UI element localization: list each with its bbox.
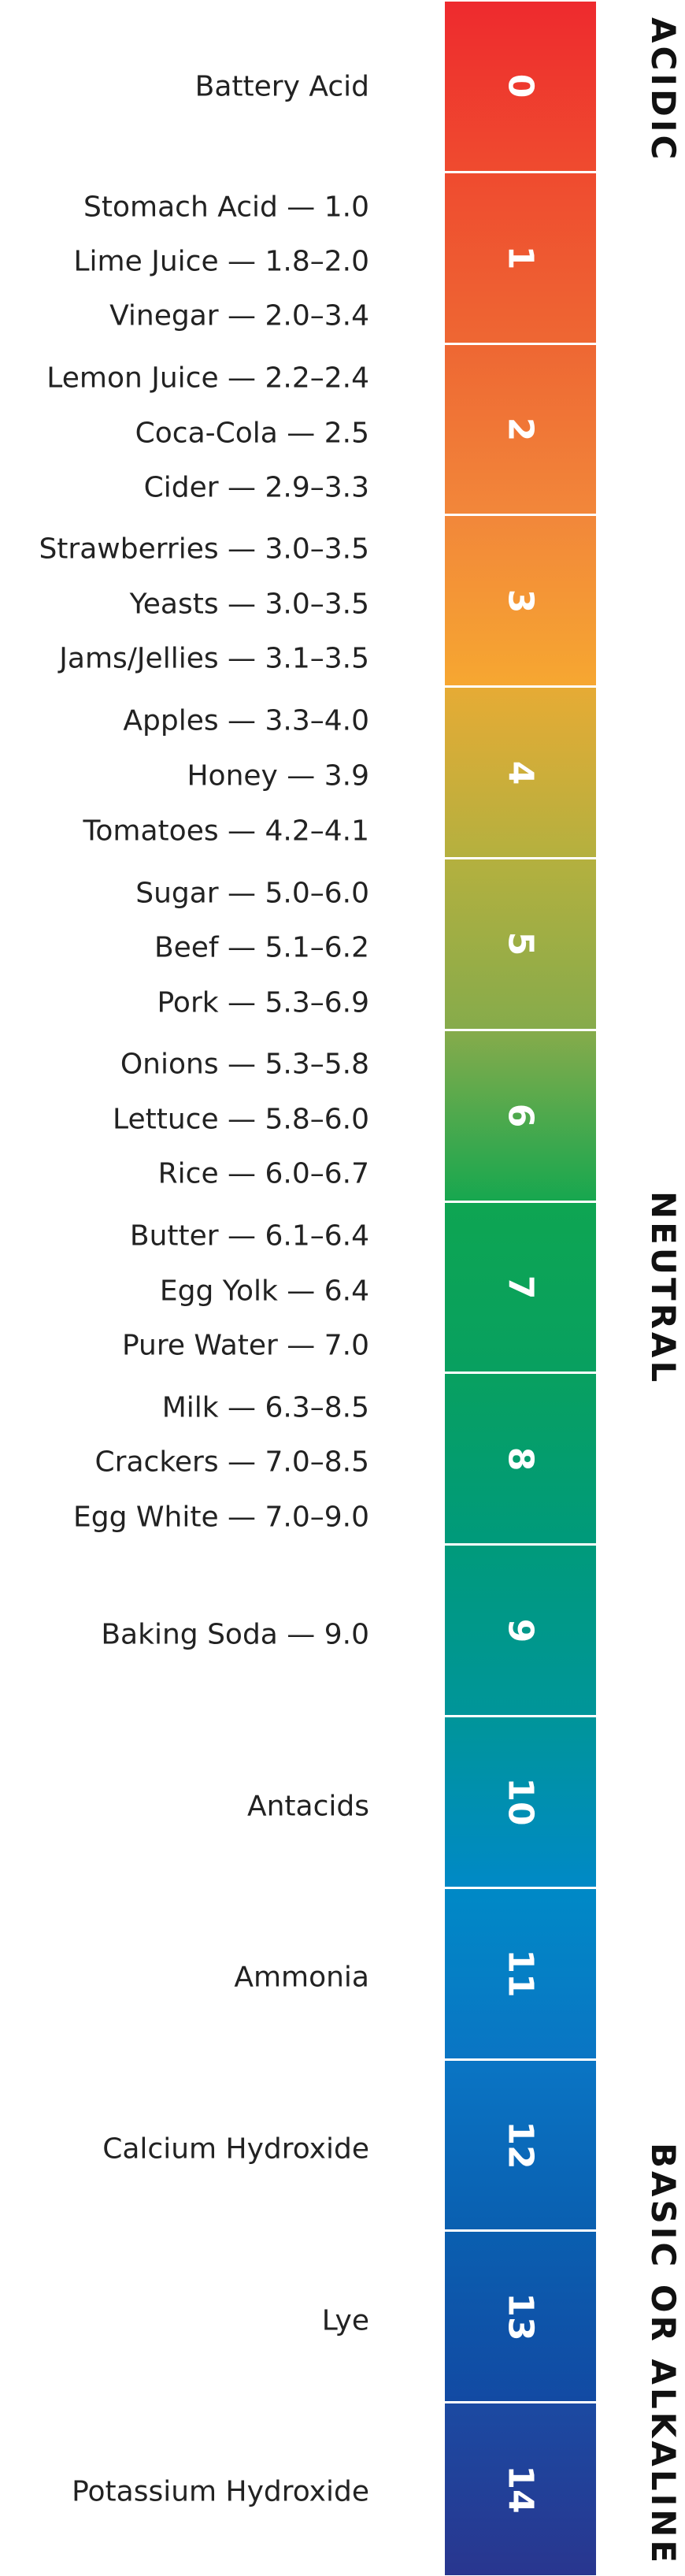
substance-label: Beef — 5.1–6.2 <box>154 931 369 964</box>
substance-label: Antacids <box>246 1790 369 1823</box>
substance-label: Ammonia <box>234 1961 369 1994</box>
substance-label: Pure Water — 7.0 <box>121 1329 369 1362</box>
ph-segment-13: 13 <box>445 2232 596 2404</box>
ph-value-2: 2 <box>500 417 541 442</box>
basic-side-label: BASIC OR ALKALINE <box>644 2143 683 2567</box>
substance-label: Coca-Cola — 2.5 <box>135 417 369 450</box>
ph-segment-12: 12 <box>445 2060 596 2233</box>
substance-label: Vinegar — 2.0–3.4 <box>109 299 369 332</box>
substance-label: Rice — 6.0–6.7 <box>157 1157 369 1190</box>
substance-label: Yeasts — 3.0–3.5 <box>129 588 369 621</box>
substance-label: Butter — 6.1–6.4 <box>129 1219 369 1253</box>
ph-value-1: 1 <box>500 245 541 270</box>
ph-value-9: 9 <box>500 1618 541 1642</box>
ph-value-0: 0 <box>500 74 541 98</box>
substance-label: Onions — 5.3–5.8 <box>120 1048 369 1081</box>
substance-label: Milk — 6.3–8.5 <box>161 1391 369 1424</box>
substance-label: Tomatoes — 4.2–4.1 <box>83 815 369 848</box>
neutral-side-label: NEUTRAL <box>644 1191 683 1386</box>
ph-scale-bar: 0 1 2 3 4 5 6 7 8 9 10 11 12 13 14 <box>445 0 596 2576</box>
substance-label: Pork — 5.3–6.9 <box>157 986 370 1019</box>
substance-label: Battery Acid <box>194 70 369 103</box>
ph-value-6: 6 <box>500 1103 541 1128</box>
ph-segment-10: 10 <box>445 1717 596 1889</box>
ph-value-14: 14 <box>500 2465 541 2514</box>
ph-value-4: 4 <box>500 760 541 785</box>
substance-label: Jams/Jellies — 3.1–3.5 <box>59 642 369 675</box>
ph-segment-3: 3 <box>445 516 596 689</box>
ph-value-3: 3 <box>500 588 541 614</box>
substance-label: Baking Soda — 9.0 <box>101 1618 369 1651</box>
substance-label: Lemon Juice — 2.2–2.4 <box>46 362 369 395</box>
ph-segment-0: 0 <box>445 2 596 173</box>
ph-value-7: 7 <box>500 1275 541 1300</box>
substance-label: Lye <box>321 2304 369 2337</box>
ph-segment-9: 9 <box>445 1546 596 1717</box>
substance-label: Egg White — 7.0–9.0 <box>73 1501 369 1534</box>
acidic-side-label: ACIDIC <box>644 17 683 163</box>
ph-value-13: 13 <box>500 2292 541 2341</box>
ph-value-12: 12 <box>500 2121 541 2170</box>
ph-segment-11: 11 <box>445 1888 596 2061</box>
ph-segment-1: 1 <box>445 173 596 345</box>
substance-label: Crackers — 7.0–8.5 <box>94 1446 369 1479</box>
substance-label: Calcium Hydroxide <box>102 2132 369 2166</box>
ph-segment-5: 5 <box>445 859 596 1031</box>
ph-value-11: 11 <box>500 1949 541 1998</box>
ph-segment-7: 7 <box>445 1202 596 1375</box>
ph-segment-2: 2 <box>445 344 596 517</box>
substance-label: Sugar — 5.0–6.0 <box>135 877 369 910</box>
substance-label: Honey — 3.9 <box>187 759 369 792</box>
substance-label: Cider — 2.9–3.3 <box>143 471 369 504</box>
substance-label: Egg Yolk — 6.4 <box>159 1275 369 1308</box>
substance-label: Lime Juice — 1.8–2.0 <box>73 245 370 278</box>
substance-label: Apples — 3.3–4.0 <box>123 704 369 737</box>
ph-segment-8: 8 <box>445 1374 596 1546</box>
ph-value-5: 5 <box>500 932 541 956</box>
substance-label: Potassium Hydroxide <box>72 2475 369 2508</box>
ph-segment-6: 6 <box>445 1030 596 1203</box>
ph-segment-14: 14 <box>445 2403 596 2575</box>
ph-value-8: 8 <box>500 1446 541 1472</box>
substance-label: Stomach Acid — 1.0 <box>83 191 369 224</box>
substance-label: Strawberries — 3.0–3.5 <box>39 533 369 566</box>
substance-label: Lettuce — 5.8–6.0 <box>113 1103 369 1136</box>
ph-segment-4: 4 <box>445 688 596 859</box>
ph-value-10: 10 <box>500 1777 541 1827</box>
